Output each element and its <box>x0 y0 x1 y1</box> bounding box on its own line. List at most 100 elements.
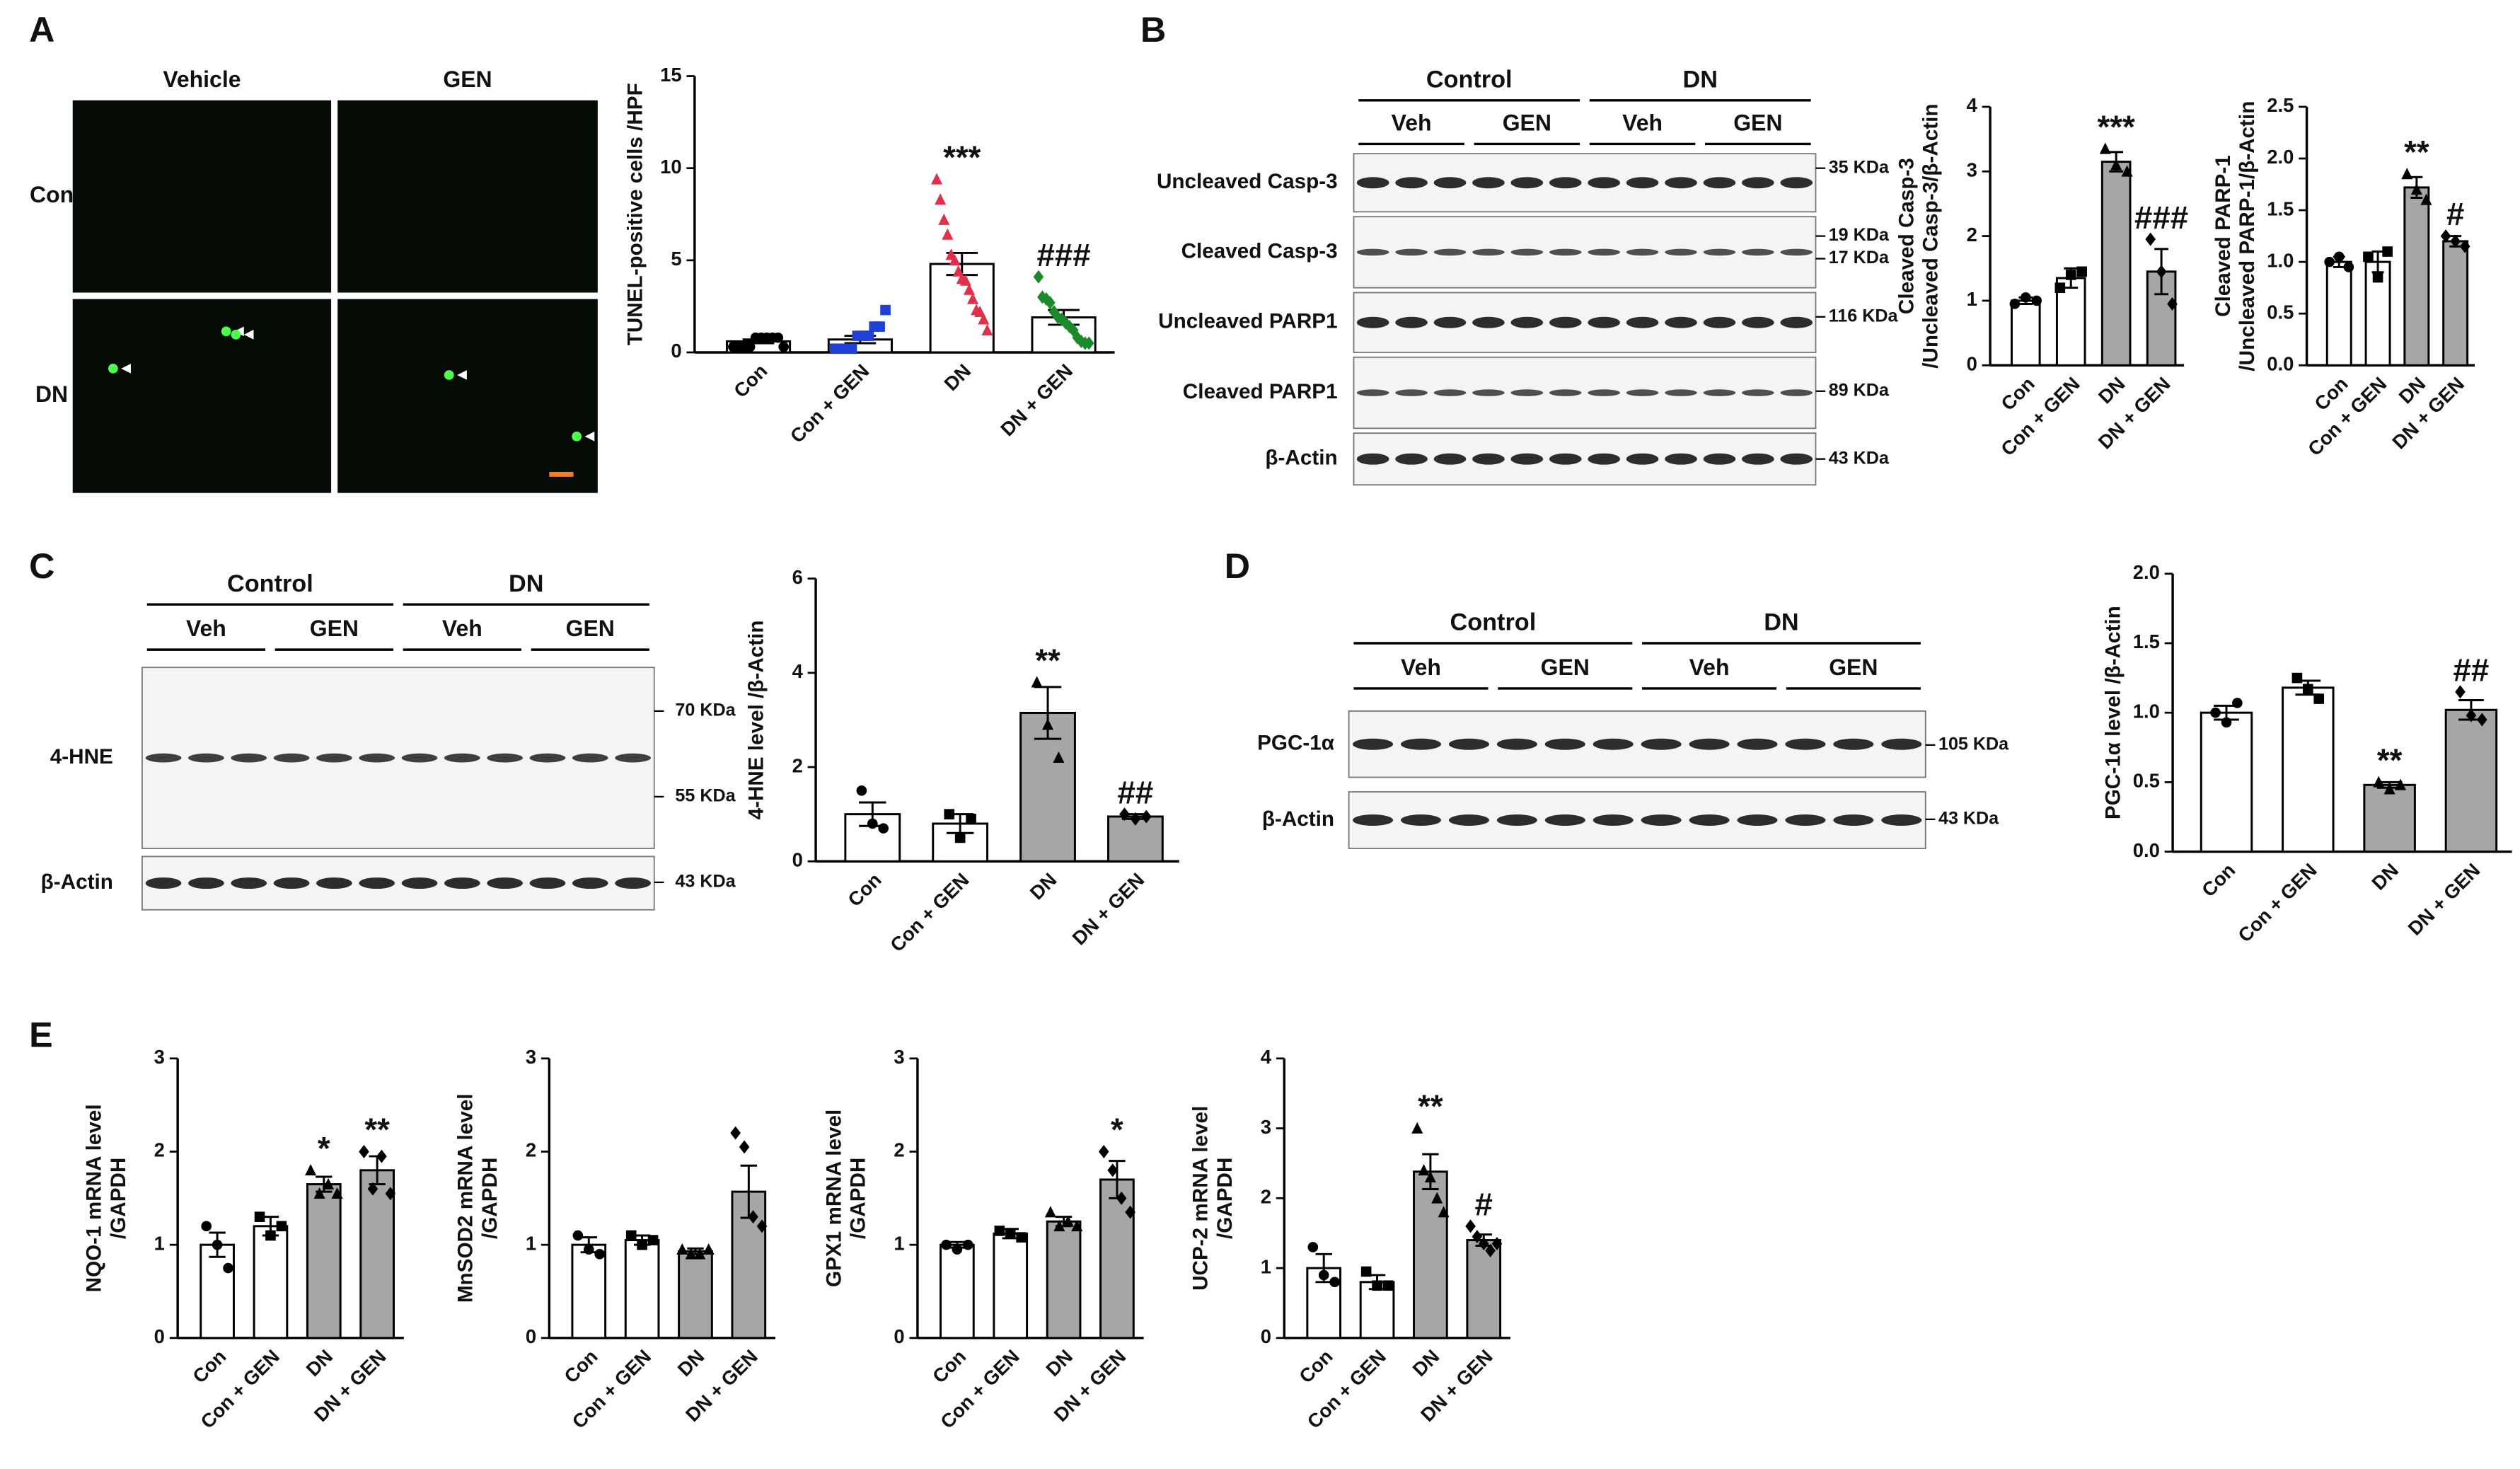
y-tick-label: 4 <box>792 660 804 682</box>
data-point <box>981 323 993 336</box>
data-point <box>2232 698 2243 708</box>
protein-band <box>1785 738 1826 750</box>
protein-band <box>1626 389 1659 396</box>
protein-band <box>1588 316 1621 328</box>
protein-band <box>231 753 267 763</box>
protein-band <box>444 877 480 889</box>
data-point <box>676 1243 688 1255</box>
protein-band <box>1703 453 1736 465</box>
y-tick-label: 0.0 <box>2267 352 2294 374</box>
molecular-weight-marker: 43 KDa <box>675 872 736 892</box>
protein-band <box>1588 248 1621 256</box>
data-point <box>1411 1122 1423 1134</box>
protein-band <box>1626 177 1659 189</box>
y-axis-label: PGC-1α level /β-Actin <box>2102 606 2125 819</box>
protein-band <box>1780 389 1813 396</box>
data-point <box>1307 1242 1319 1252</box>
y-axis-label: NQO-1 mRNA level <box>83 1104 106 1292</box>
bar <box>2200 711 2253 853</box>
data-point <box>748 1210 758 1224</box>
y-axis-label: UCP-2 mRNA level <box>1189 1106 1213 1291</box>
bar <box>993 1232 1029 1340</box>
blot-group-label: Control <box>227 570 313 597</box>
data-point <box>1418 1164 1430 1176</box>
x-tick-label: DN + GEN <box>1068 869 1148 950</box>
micrograph-row-label: Con <box>30 182 74 207</box>
protein-band <box>359 877 395 889</box>
protein-band <box>1689 738 1730 750</box>
fluorescent-cell <box>221 326 231 337</box>
protein-band <box>1549 389 1582 396</box>
y-tick-label: 1 <box>526 1232 536 1254</box>
molecular-weight-marker: 43 KDa <box>1938 809 1999 829</box>
protein-band <box>1353 738 1394 750</box>
protein-band <box>1741 316 1774 328</box>
panel-label: D <box>1225 546 1250 586</box>
micrograph-image <box>72 100 332 293</box>
data-point <box>935 193 947 205</box>
data-point <box>1382 1280 1394 1291</box>
protein-band <box>1588 177 1621 189</box>
data-point <box>1083 336 1094 350</box>
protein-band <box>1549 177 1582 189</box>
data-point <box>744 341 756 352</box>
blot-band-label: β-Actin <box>1265 447 1337 470</box>
data-point <box>331 1187 343 1199</box>
y-tick-label: 0 <box>1967 352 1977 374</box>
significance-marker: ### <box>1036 237 1090 273</box>
fluorescent-cell <box>231 330 241 340</box>
protein-band <box>188 877 224 889</box>
protein-band <box>1665 177 1697 189</box>
panel-label: C <box>29 546 54 586</box>
y-tick-label: 2 <box>154 1139 165 1161</box>
data-point <box>974 305 986 318</box>
x-tick-label: DN <box>1026 869 1061 904</box>
data-point <box>223 1262 233 1274</box>
blot-strip <box>141 856 655 911</box>
y-axis-label: /GAPDH <box>478 1158 502 1239</box>
protein-band <box>529 877 566 889</box>
data-point <box>1360 1266 1372 1277</box>
data-point <box>874 321 885 332</box>
data-point <box>2156 265 2167 279</box>
protein-band <box>1665 248 1697 256</box>
data-point <box>2459 239 2470 253</box>
data-point <box>594 1249 605 1260</box>
x-tick-label: Con + GEN <box>886 869 973 957</box>
data-point <box>2450 234 2461 248</box>
x-tick-label: Con <box>843 869 886 911</box>
protein-band <box>1448 814 1489 826</box>
data-point <box>1424 1170 1436 1182</box>
blot-band-label: Cleaved PARP1 <box>1183 380 1338 403</box>
protein-band <box>1626 316 1659 328</box>
data-point <box>880 304 891 316</box>
protein-band <box>1395 316 1428 328</box>
micrograph-column-label: GEN <box>443 67 492 92</box>
protein-band <box>316 877 352 889</box>
data-point <box>959 274 971 286</box>
protein-band <box>1780 248 1813 256</box>
data-point <box>367 1182 378 1196</box>
panel-label: A <box>29 10 54 50</box>
data-point <box>1107 1163 1119 1177</box>
data-point <box>254 1211 265 1222</box>
data-point <box>2291 672 2303 684</box>
protein-band <box>1433 316 1467 328</box>
blot-subgroup-label: Veh <box>1401 655 1441 680</box>
y-axis-label: Cleaved Casp-3 <box>1895 158 1918 314</box>
data-point <box>2394 778 2407 790</box>
x-tick-label: DN <box>301 1345 337 1381</box>
y-tick-label: 6 <box>792 566 803 588</box>
y-axis-label: /GAPDH <box>847 1158 870 1239</box>
data-point <box>2031 295 2042 306</box>
y-tick-label: 4 <box>1261 1046 1272 1068</box>
protein-band <box>1588 389 1621 396</box>
protein-band <box>1510 389 1544 396</box>
protein-band <box>1472 453 1505 465</box>
x-tick-label: Con <box>188 1345 231 1388</box>
bar <box>200 1243 235 1340</box>
data-point <box>846 343 857 355</box>
data-point <box>994 1226 1005 1236</box>
protein-band <box>1626 248 1659 256</box>
